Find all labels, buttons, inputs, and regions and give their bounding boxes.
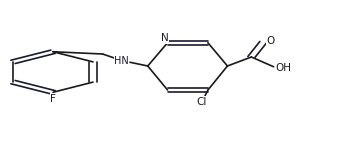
Text: HN: HN [114,57,129,66]
Text: Cl: Cl [196,97,206,107]
Text: O: O [267,36,275,45]
Text: OH: OH [276,63,292,73]
Text: F: F [50,94,56,104]
Text: N: N [161,33,169,43]
